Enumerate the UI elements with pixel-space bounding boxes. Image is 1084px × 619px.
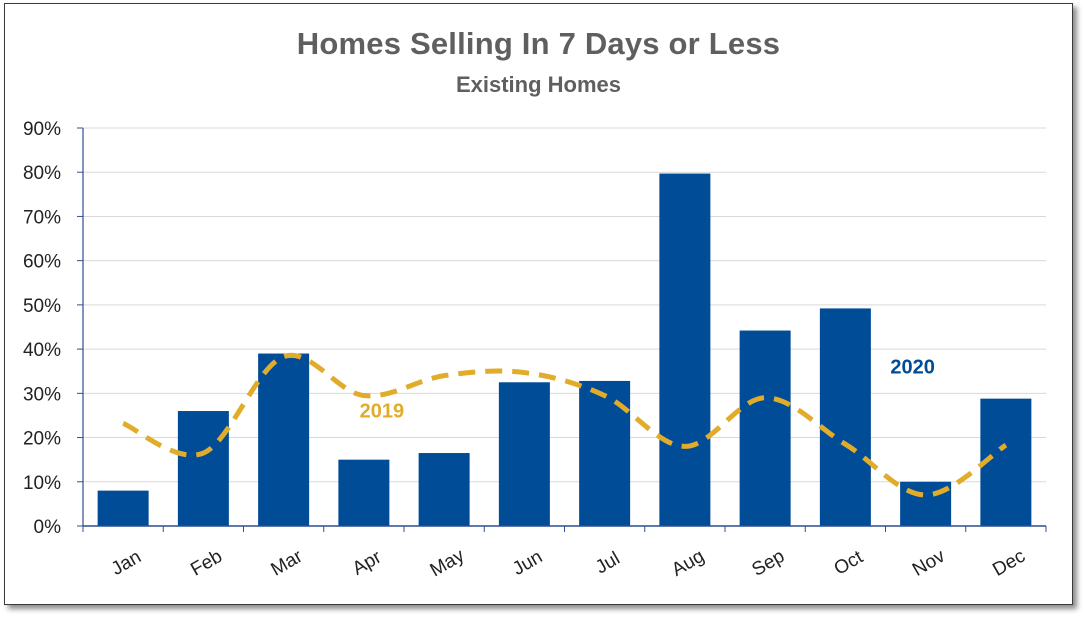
x-tick-label: May — [427, 545, 469, 581]
bar-feb — [177, 411, 229, 526]
gridlines — [83, 127, 1046, 483]
y-tick-label: 90% — [23, 119, 61, 140]
x-tick-label: Oct — [831, 546, 868, 579]
series-label-2019: 2019 — [360, 401, 405, 423]
chart-frame: Homes Selling In 7 Days or Less Existing… — [4, 3, 1073, 605]
bar-dec — [980, 398, 1032, 526]
bar-jul — [579, 380, 631, 526]
bar-may — [418, 453, 470, 526]
x-tick-label: Dec — [989, 546, 1029, 581]
bar-oct — [819, 308, 871, 526]
chart-subtitle: Existing Homes — [455, 72, 622, 97]
x-tick-label: Jan — [108, 546, 145, 580]
bar-series — [97, 173, 1032, 526]
x-tick-label: Sep — [748, 546, 788, 581]
bar-sep — [739, 330, 791, 526]
line-2019 — [122, 352, 1008, 498]
y-tick-label: 0% — [34, 517, 62, 538]
y-tick-label: 80% — [23, 163, 61, 184]
x-tick-label: Apr — [349, 546, 386, 579]
y-tick-label: 50% — [23, 296, 61, 317]
y-tick-label: 40% — [23, 340, 61, 361]
line-series — [122, 352, 1008, 498]
bar-jun — [498, 382, 550, 526]
chart-plot: 0% 10% 20% 30% 40% 50% 60% 70% 80% 90% Jan Feb Mar A… — [23, 119, 1047, 581]
bar-aug — [659, 173, 711, 526]
y-tick-label: 10% — [23, 473, 61, 494]
y-tick-label: 70% — [23, 207, 61, 228]
chart-title: Homes Selling In 7 Days or Less — [296, 26, 781, 61]
x-tick-label: Mar — [267, 546, 306, 581]
x-tick-label: Feb — [187, 546, 226, 581]
bar-mar — [258, 353, 310, 526]
series-label-2020: 2020 — [890, 356, 935, 378]
bar-jan — [97, 490, 149, 526]
y-tick-label: 20% — [23, 429, 61, 450]
x-tick-label: Jun — [509, 546, 546, 580]
bar-apr — [338, 459, 390, 526]
y-tick-label: 60% — [23, 252, 61, 273]
y-axis: 0% 10% 20% 30% 40% 50% 60% 70% 80% 90% — [23, 119, 83, 538]
x-tick-label: Aug — [668, 546, 708, 581]
series-labels: 2019 2020 — [360, 356, 935, 422]
x-tick-label: Jul — [592, 548, 624, 578]
x-tick-label: Nov — [909, 545, 949, 580]
y-tick-label: 30% — [23, 384, 61, 405]
